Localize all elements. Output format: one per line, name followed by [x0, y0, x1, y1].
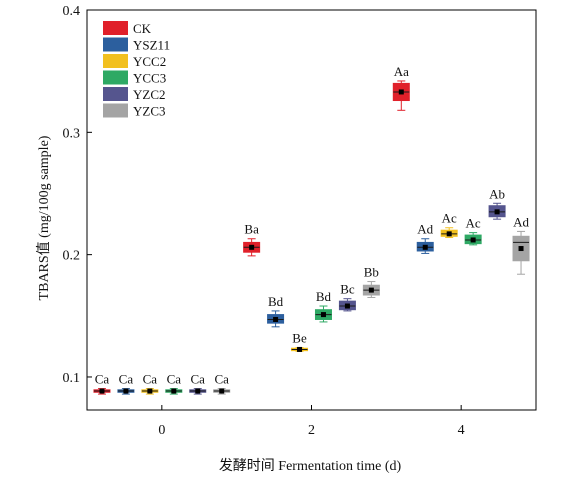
legend-item-CK: CK	[103, 21, 152, 36]
mean-marker	[171, 388, 177, 394]
legend-item-YCC3: YCC3	[103, 70, 166, 86]
significance-label: Ba	[244, 222, 259, 237]
box-YZC3-day0: Ca	[213, 372, 231, 395]
mean-marker	[147, 388, 153, 394]
y-tick-label: 0.1	[63, 371, 81, 386]
significance-label: Aa	[394, 64, 409, 79]
x-tick-label: 2	[308, 423, 315, 438]
significance-label: Ca	[191, 372, 206, 387]
mean-marker	[123, 388, 129, 394]
legend-swatch	[103, 70, 128, 85]
mean-marker	[470, 237, 476, 243]
legend-swatch	[103, 54, 128, 68]
box-YCC3-day0: Ca	[165, 372, 183, 395]
legend-item-YCC2: YCC2	[103, 54, 166, 69]
significance-label: Bd	[316, 289, 332, 304]
significance-label: Bc	[340, 282, 355, 297]
box-YZC2-day4: Ab	[488, 186, 506, 220]
box-CK-day4: Aa	[392, 64, 410, 111]
mean-marker	[273, 316, 279, 322]
significance-label: Ab	[489, 186, 505, 201]
legend-item-YZC2: YZC2	[103, 87, 166, 102]
legend-label: YZC2	[133, 87, 166, 102]
y-tick-label: 0.4	[63, 4, 81, 19]
box-YSZ11-day0: Ca	[117, 372, 135, 395]
box-YZC3-day2: Bb	[362, 265, 380, 298]
significance-label: Ac	[442, 211, 457, 226]
y-tick-label: 0.3	[63, 126, 81, 141]
significance-label: Bd	[268, 294, 284, 309]
x-tick-label: 0	[158, 423, 165, 438]
mean-marker	[219, 388, 225, 394]
legend-swatch	[103, 37, 128, 52]
significance-label: Ad	[513, 214, 529, 229]
box-YZC2-day0: Ca	[189, 372, 207, 395]
significance-label: Bb	[364, 265, 379, 280]
mean-marker	[344, 303, 350, 309]
box-YCC2-day2: Be	[291, 331, 309, 352]
box-series: Ca Ba Aa Ca Bd Ad Ca Be Ac Ca Bd Ac Ca Bc Ab Ca Bb Ad	[93, 64, 530, 395]
box-CK-day2: Ba	[243, 222, 261, 257]
mean-marker	[422, 244, 428, 250]
mean-marker	[368, 287, 374, 293]
box-YZC2-day2: Bc	[338, 282, 356, 312]
y-tick-label: 0.2	[63, 249, 81, 264]
legend-label: CK	[133, 21, 152, 36]
mean-marker	[320, 312, 326, 318]
box-CK-day0: Ca	[93, 372, 111, 395]
significance-label: Ad	[417, 222, 433, 237]
mean-marker	[99, 388, 105, 394]
legend-swatch	[103, 103, 128, 118]
mean-marker	[398, 89, 404, 95]
box-YSZ11-day2: Bd	[267, 294, 285, 328]
x-axis-label: 发酵时间 Fermentation time (d)	[219, 458, 402, 474]
significance-label: Ac	[466, 216, 481, 231]
legend-item-YZC3: YZC3	[103, 103, 166, 119]
mean-marker	[195, 388, 201, 394]
mean-marker	[446, 231, 452, 237]
legend-item-YSZ11: YSZ11	[103, 37, 170, 53]
box-YZC3-day4: Ad	[512, 214, 530, 275]
mean-marker	[494, 209, 500, 215]
mean-marker	[297, 346, 303, 352]
y-axis-label: TBARS值 (mg/100g sample)	[36, 135, 52, 300]
legend-label: YZC3	[133, 104, 166, 119]
box-YCC3-day4: Ac	[464, 216, 482, 246]
legend-swatch	[103, 87, 128, 101]
mean-marker	[518, 246, 524, 252]
legend-label: YCC2	[133, 54, 166, 69]
y-axis: 0.1 0.2 0.3 0.4	[63, 4, 92, 386]
significance-label: Ca	[95, 372, 110, 387]
significance-label: Be	[292, 331, 307, 346]
box-YSZ11-day4: Ad	[416, 222, 434, 254]
box-YCC2-day4: Ac	[440, 211, 458, 239]
legend-swatch	[103, 21, 128, 35]
significance-label: Ca	[143, 372, 158, 387]
box-YCC3-day2: Bd	[314, 289, 332, 323]
x-axis: 0 2 4	[158, 405, 465, 438]
significance-label: Ca	[214, 372, 229, 387]
significance-label: Ca	[167, 372, 182, 387]
significance-label: Ca	[119, 372, 134, 387]
legend-label: YSZ11	[133, 38, 170, 53]
mean-marker	[249, 244, 255, 250]
legend-label: YCC3	[133, 71, 166, 86]
box-YCC2-day0: Ca	[141, 372, 159, 395]
x-tick-label: 4	[458, 423, 465, 438]
